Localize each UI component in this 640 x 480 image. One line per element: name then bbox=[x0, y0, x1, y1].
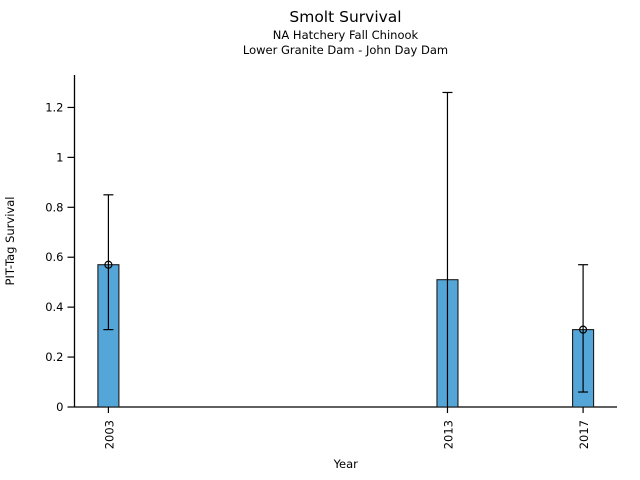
x-axis-label: Year bbox=[333, 457, 359, 471]
y-tick-label: 0.8 bbox=[45, 200, 63, 214]
chart-title: Smolt Survival bbox=[289, 8, 402, 26]
chart-subtitle-reach: Lower Granite Dam - John Day Dam bbox=[242, 43, 449, 57]
chart-subtitle-stock: NA Hatchery Fall Chinook bbox=[272, 28, 419, 42]
y-tick-label: 0.4 bbox=[45, 300, 63, 314]
y-tick-label: 1 bbox=[56, 150, 63, 164]
y-tick-label: 0.2 bbox=[45, 350, 63, 364]
y-tick-label: 0 bbox=[56, 400, 63, 414]
x-tick-label-2003: 2003 bbox=[102, 420, 116, 449]
y-axis-label: PIT-Tag Survival bbox=[3, 197, 17, 286]
y-tick-label: 1.2 bbox=[45, 100, 63, 114]
x-tick-label-2017: 2017 bbox=[577, 420, 591, 449]
y-tick-label: 0.6 bbox=[45, 250, 63, 264]
x-tick-label-2013: 2013 bbox=[441, 420, 455, 449]
mean-marker-2017 bbox=[578, 325, 588, 334]
mean-marker-2003 bbox=[104, 260, 113, 269]
title-block: Smolt Survival NA Hatchery Fall Chinook … bbox=[74, 7, 617, 58]
